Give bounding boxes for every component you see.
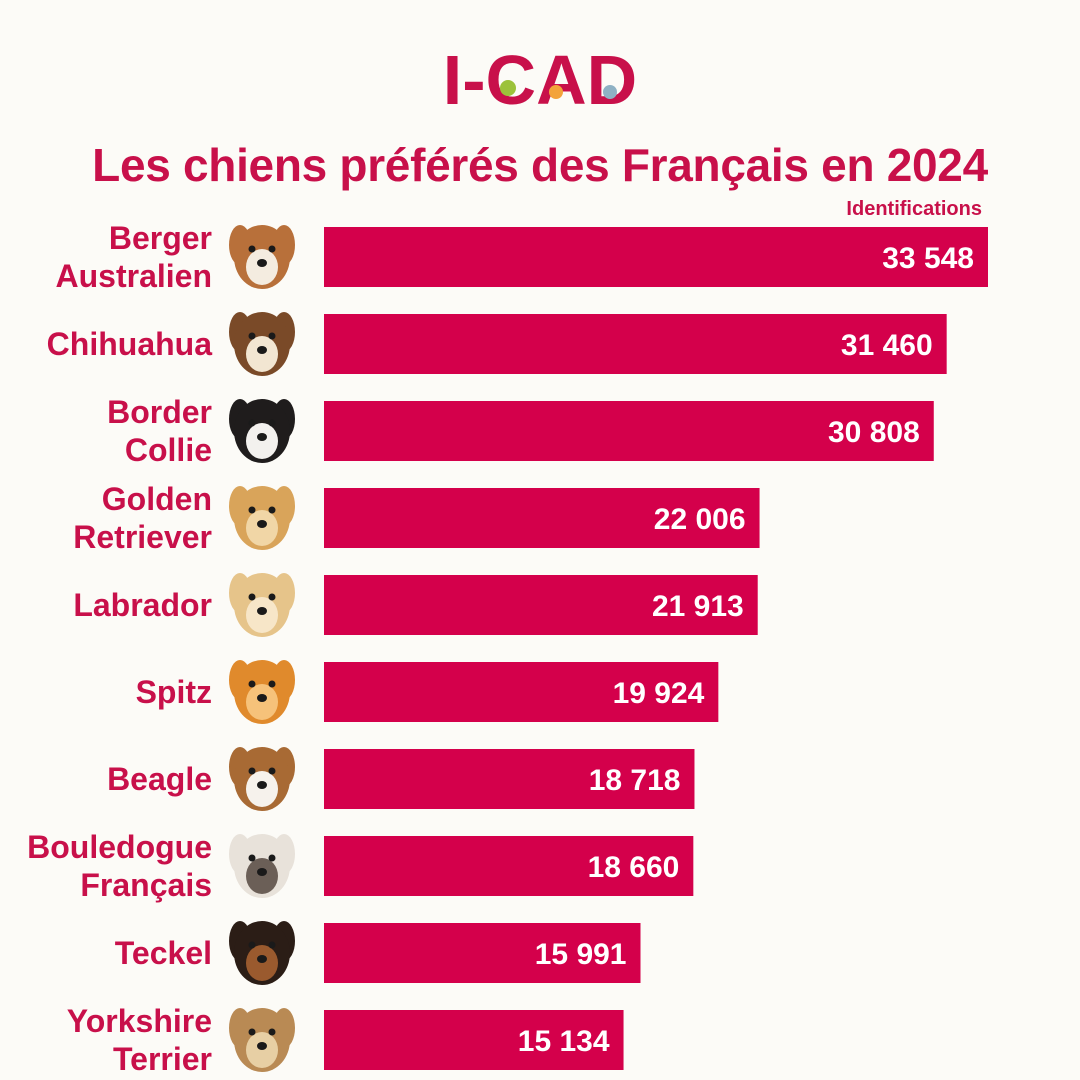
chihuahua-icon [229,312,295,376]
category-label: Français [80,867,212,903]
bar-value-label: 21 913 [652,590,744,623]
category-label: Terrier [113,1041,212,1077]
category-label: Labrador [73,587,212,623]
category-label: Yorkshire [67,1003,212,1039]
spitz-icon [229,660,295,724]
labrador-icon [229,573,295,637]
yorkshire-terrier-icon [229,1008,295,1072]
bar-5 [324,662,719,722]
bar-value-label: 18 718 [589,764,681,797]
cat-icon [549,85,563,99]
category-label: Chihuahua [47,326,213,362]
bar-value-label: 33 548 [882,242,974,275]
value-axis-label: Identifications [846,198,982,220]
bar-3 [324,488,760,548]
category-label: Teckel [115,935,212,971]
bar-0 [324,227,988,287]
category-label: Retriever [73,519,212,555]
bar-value-label: 15 991 [535,938,627,971]
bar-value-label: 30 808 [828,416,920,449]
category-label: Bouledogue [27,829,212,865]
golden-retriever-icon [229,486,295,550]
category-label: Collie [125,432,212,468]
french-bulldog-icon [229,834,295,898]
bar-9 [324,1010,624,1070]
category-label: Border [107,394,212,430]
icad-logo-text: I-CAD [443,41,637,119]
bar-2 [324,401,934,461]
category-label: Beagle [107,761,212,797]
australian-shepherd-icon [229,225,295,289]
category-label: Australien [56,258,212,294]
beagle-icon [229,747,295,811]
bar-value-label: 15 134 [518,1025,610,1058]
bar-value-label: 22 006 [654,503,746,536]
bar-value-label: 19 924 [613,677,705,710]
icad-logo: I-CAD [443,41,637,119]
category-label: Golden [102,481,212,517]
category-label: Spitz [136,674,212,710]
bar-8 [324,923,641,983]
bar-value-label: 18 660 [588,851,680,884]
dog-icon [603,85,617,99]
category-label: Berger [109,220,212,256]
bar-4 [324,575,758,635]
page-title: Les chiens préférés des Français en 2024 [92,139,988,191]
bar-7 [324,836,694,896]
dachshund-icon [229,921,295,985]
border-collie-icon [229,399,295,463]
bar-1 [324,314,947,374]
bar-6 [324,749,695,809]
bird-icon [500,80,516,96]
bar-value-label: 31 460 [841,329,933,362]
